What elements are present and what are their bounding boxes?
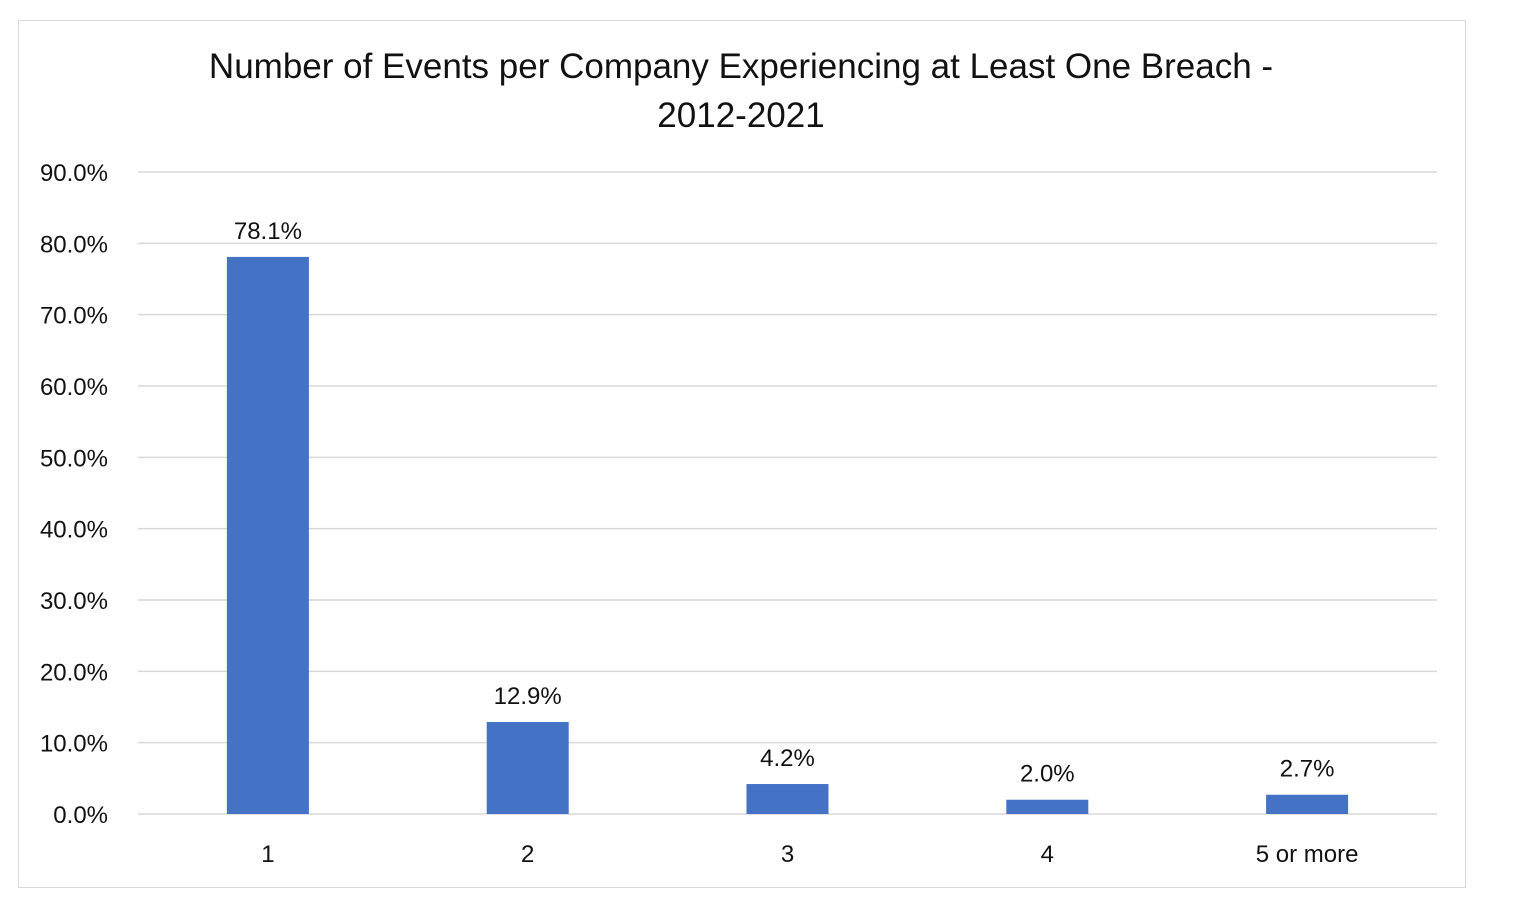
x-tick-label: 1	[261, 841, 274, 868]
y-tick-label: 70.0%	[40, 303, 108, 330]
y-tick-label: 40.0%	[40, 517, 108, 544]
data-label: 2.0%	[1020, 761, 1075, 788]
y-tick-label: 90.0%	[40, 160, 108, 187]
y-tick-label: 20.0%	[40, 659, 108, 686]
bar	[1266, 794, 1349, 814]
x-tick-label: 5 or more	[1256, 841, 1359, 868]
y-tick-label: 80.0%	[40, 231, 108, 258]
data-label: 78.1%	[234, 218, 302, 245]
y-tick-label: 10.0%	[40, 731, 108, 758]
data-label: 4.2%	[760, 745, 815, 772]
y-tick-label: 60.0%	[40, 374, 108, 401]
x-tick-label: 4	[1041, 841, 1054, 868]
x-tick-label: 2	[521, 841, 534, 868]
bar	[746, 784, 829, 814]
bar	[1006, 799, 1089, 814]
y-tick-label: 30.0%	[40, 588, 108, 615]
data-label: 12.9%	[494, 683, 562, 710]
chart-title-line-1: Number of Events per Company Experiencin…	[209, 47, 1273, 86]
bar	[226, 256, 309, 814]
chart-title-line-2: 2012-2021	[657, 96, 824, 135]
data-label: 2.7%	[1280, 756, 1335, 783]
y-tick-label: 50.0%	[40, 445, 108, 472]
x-tick-label: 3	[781, 841, 794, 868]
y-tick-label: 0.0%	[53, 802, 108, 829]
bar	[486, 721, 569, 814]
